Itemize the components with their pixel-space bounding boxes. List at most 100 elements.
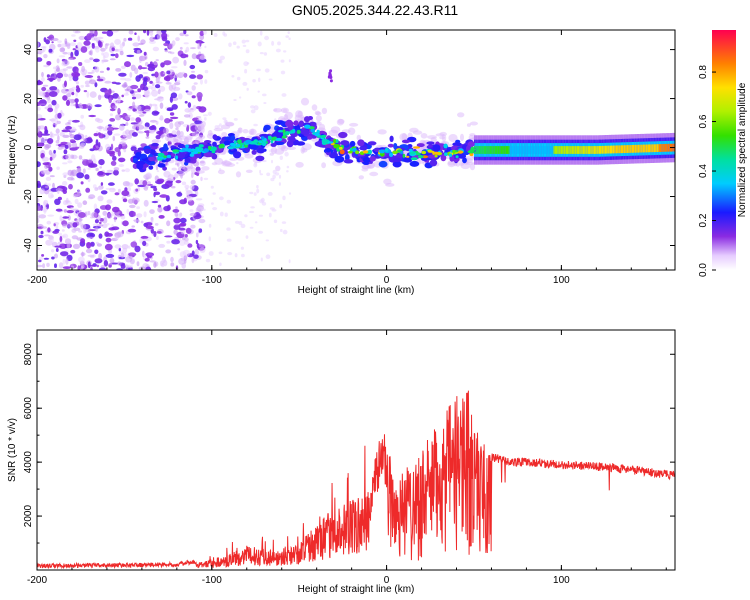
noise-speckle [45, 239, 53, 246]
noise-speckle [182, 249, 191, 257]
band-strip [628, 145, 630, 153]
noise-speckle [288, 259, 291, 264]
noise-speckle [148, 253, 153, 256]
halo-blob [349, 122, 359, 127]
noise-speckle [70, 51, 74, 58]
y-tick-label: 4000 [23, 451, 34, 474]
noise-speckle [54, 245, 62, 248]
noise-speckle [62, 162, 68, 165]
noise-speckle [46, 61, 52, 66]
noise-speckle [87, 229, 91, 233]
band-strip [556, 146, 558, 154]
noise-speckle [278, 182, 281, 186]
noise-speckle [129, 72, 133, 78]
ridge-core [339, 149, 345, 155]
band-strip [603, 145, 606, 154]
noise-speckle [147, 66, 156, 72]
halo-blob [314, 110, 321, 116]
noise-speckle [102, 223, 108, 229]
band-strip [521, 146, 524, 154]
band-strip [580, 146, 582, 154]
noise-speckle [109, 187, 116, 193]
noise-speckle [117, 96, 121, 100]
noise-speckle [199, 55, 206, 60]
band-strip [602, 145, 604, 154]
ridge-blob [256, 147, 266, 154]
noise-speckle [284, 151, 289, 157]
noise-speckle [147, 64, 154, 67]
noise-speckle [96, 243, 102, 247]
noise-speckle [62, 258, 66, 265]
halo-blob [201, 166, 210, 171]
halo-blob [469, 163, 476, 171]
noise-speckle [37, 107, 41, 111]
halo-blob [457, 112, 465, 118]
noise-speckle [49, 156, 53, 161]
noise-speckle [157, 89, 161, 95]
noise-speckle [166, 220, 171, 227]
noise-speckle [127, 245, 131, 249]
band-strip [545, 146, 547, 154]
noise-speckle [51, 256, 55, 260]
ridge-blob [148, 156, 156, 162]
noise-speckle [161, 134, 164, 139]
noise-speckle [113, 169, 119, 176]
snr-ylabel: SNR (10 * v/v) [7, 418, 18, 482]
noise-speckle [37, 264, 43, 268]
ridge-blob [428, 144, 433, 148]
noise-speckle [138, 266, 147, 270]
noise-speckle [90, 241, 95, 247]
band-strip [640, 144, 642, 153]
snr-frame [36, 329, 676, 571]
noise-speckle [62, 51, 68, 55]
noise-speckle [136, 124, 140, 127]
noise-speckle [63, 209, 68, 213]
halo-blob [300, 146, 305, 154]
noise-speckle [84, 59, 91, 63]
ridge-blob [263, 126, 268, 133]
noise-speckle [96, 36, 104, 40]
noise-speckle [151, 110, 160, 116]
band-strip [636, 144, 639, 153]
noise-speckle [70, 249, 76, 254]
noise-speckle [267, 191, 273, 196]
noise-speckle [178, 223, 186, 227]
noise-speckle [183, 30, 187, 35]
noise-speckle [41, 86, 47, 92]
noise-speckle [102, 55, 106, 60]
spectrogram-frame [36, 29, 676, 271]
noise-speckle [187, 109, 194, 113]
ridge-blob [300, 129, 310, 135]
band-strip [629, 145, 631, 153]
noise-speckle [117, 261, 122, 266]
band-strip [499, 146, 502, 154]
noise-speckle [156, 34, 161, 40]
band-strip [542, 146, 544, 154]
halo-blob [441, 134, 447, 142]
noise-speckle [37, 114, 43, 119]
noise-speckle [159, 194, 168, 198]
band-strip [524, 146, 526, 154]
noise-speckle [144, 222, 153, 226]
noise-speckle [51, 249, 55, 253]
noise-speckle [143, 109, 151, 113]
band-strip [591, 146, 593, 154]
noise-speckle [119, 50, 124, 56]
ridge-core [285, 131, 290, 136]
noise-speckle [183, 59, 187, 66]
noise-speckle [135, 188, 139, 192]
noise-speckle [163, 205, 171, 212]
noise-speckle [71, 92, 75, 96]
band-strip [571, 146, 574, 154]
noise-speckle [55, 208, 63, 212]
spectrogram-marks [37, 30, 675, 270]
noise-speckle [157, 204, 162, 208]
halo-blob [369, 171, 379, 177]
noise-speckle [85, 84, 90, 88]
band-strip [503, 146, 505, 154]
band-strip [646, 144, 648, 153]
noise-speckle [174, 223, 180, 226]
noise-speckle [127, 37, 133, 41]
ridge-core [389, 152, 394, 157]
